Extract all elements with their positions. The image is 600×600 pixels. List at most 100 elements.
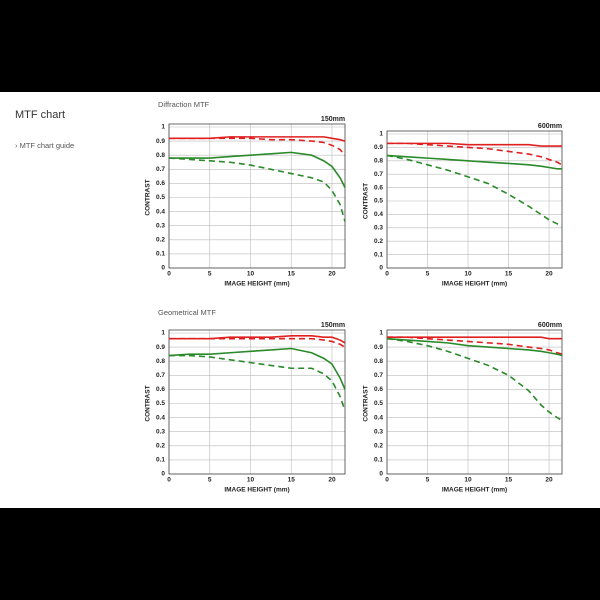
y-tick-label: 0.1 xyxy=(374,457,383,464)
mtf-line xyxy=(169,151,346,188)
y-tick-label: 0.2 xyxy=(156,443,165,450)
x-tick-label: 0 xyxy=(167,271,171,278)
chart-title: 600mm xyxy=(538,123,562,130)
y-tick-label: 0.1 xyxy=(374,251,383,258)
section-label: Geometrical MTF xyxy=(158,308,216,317)
mtf-line xyxy=(386,337,563,422)
y-tick-label: 0.4 xyxy=(156,208,165,215)
y-tick-label: 0.4 xyxy=(156,414,165,421)
y-tick-label: 0.2 xyxy=(374,443,383,450)
x-tick-label: 10 xyxy=(464,477,472,484)
y-tick-label: 0.6 xyxy=(374,184,383,191)
y-tick-label: 1 xyxy=(161,330,165,337)
mtf-line xyxy=(168,157,346,222)
y-tick-label: 0 xyxy=(379,265,383,272)
y-tick-label: 0 xyxy=(379,471,383,478)
plot-frame xyxy=(386,130,563,269)
y-tick-label: 0.8 xyxy=(374,158,383,165)
content xyxy=(0,92,600,508)
mtf-line xyxy=(169,335,346,344)
y-tick-label: 0.7 xyxy=(374,372,383,379)
x-tick-label: 15 xyxy=(505,477,513,484)
mtf-line xyxy=(387,142,562,147)
y-tick-label: 0.8 xyxy=(374,358,383,365)
y-axis-label: CONTRAST xyxy=(145,179,152,215)
x-tick-label: 0 xyxy=(385,477,389,484)
y-tick-label: 0.3 xyxy=(374,225,383,232)
y-tick-label: 0.7 xyxy=(156,166,165,173)
y-tick-label: 0.1 xyxy=(156,251,165,258)
x-tick-label: 15 xyxy=(288,271,296,278)
y-tick-label: 0.8 xyxy=(156,152,165,159)
mtf-line xyxy=(387,336,562,340)
plot-frame xyxy=(386,329,563,475)
y-axis-label: CONTRAST xyxy=(145,385,152,421)
y-tick-label: 1 xyxy=(161,124,165,131)
mtf-line xyxy=(386,337,563,357)
x-tick-label: 15 xyxy=(505,271,513,278)
x-axis-label: IMAGE HEIGHT (mm) xyxy=(224,281,289,288)
y-tick-label: 0.6 xyxy=(156,386,165,393)
y-tick-label: 0.2 xyxy=(156,237,165,244)
y-tick-label: 0.9 xyxy=(374,144,383,151)
y-tick-label: 0.7 xyxy=(156,372,165,379)
mtf-line xyxy=(387,336,563,355)
x-tick-label: 10 xyxy=(247,477,255,484)
plot-frame xyxy=(168,329,346,475)
y-tick-label: 1 xyxy=(379,330,383,337)
y-tick-label: 0.9 xyxy=(156,138,165,145)
mtf-line xyxy=(169,137,346,156)
x-tick-label: 0 xyxy=(167,477,171,484)
y-tick-label: 0.3 xyxy=(156,222,165,229)
x-tick-label: 20 xyxy=(328,271,336,278)
y-tick-label: 0.9 xyxy=(156,344,165,351)
mtf-line xyxy=(386,154,562,170)
x-tick-label: 5 xyxy=(426,477,430,484)
x-tick-label: 10 xyxy=(464,271,472,278)
y-tick-label: 0.1 xyxy=(156,457,165,464)
x-axis-label: IMAGE HEIGHT (mm) xyxy=(224,487,289,494)
x-tick-label: 20 xyxy=(545,477,553,484)
chart-title: 600mm xyxy=(538,322,562,329)
x-axis-label: IMAGE HEIGHT (mm) xyxy=(442,487,507,494)
y-tick-label: 0.5 xyxy=(156,194,165,201)
y-axis-label: CONTRAST xyxy=(363,183,370,219)
y-tick-label: 0.6 xyxy=(156,180,165,187)
x-axis-label: IMAGE HEIGHT (mm) xyxy=(442,281,507,288)
x-tick-label: 5 xyxy=(208,271,212,278)
y-tick-label: 0.4 xyxy=(374,211,383,218)
y-tick-label: 0.9 xyxy=(374,344,383,351)
x-tick-label: 20 xyxy=(328,477,336,484)
y-tick-label: 0.8 xyxy=(156,358,165,365)
x-tick-label: 5 xyxy=(426,271,430,278)
y-tick-label: 0.7 xyxy=(374,171,383,178)
y-tick-label: 0 xyxy=(161,265,165,272)
section-label: Diffraction MTF xyxy=(158,100,210,109)
y-tick-label: 0.3 xyxy=(156,428,165,435)
page-title: MTF chart xyxy=(15,109,65,121)
chart-title: 150mm xyxy=(321,322,345,329)
x-tick-label: 10 xyxy=(247,271,255,278)
x-tick-label: 20 xyxy=(545,271,553,278)
mtf-line xyxy=(168,347,346,390)
y-tick-label: 0.5 xyxy=(156,400,165,407)
x-tick-label: 0 xyxy=(385,271,389,278)
chart-title: 150mm xyxy=(321,116,345,123)
y-tick-label: 0.5 xyxy=(374,400,383,407)
mtf-line xyxy=(387,142,563,166)
guide-link[interactable]: › MTF chart guide xyxy=(15,141,74,150)
mtf-line xyxy=(169,354,346,411)
y-axis-label: CONTRAST xyxy=(363,385,370,421)
y-tick-label: 0 xyxy=(161,471,165,478)
x-tick-label: 5 xyxy=(208,477,212,484)
y-tick-label: 1 xyxy=(379,131,383,138)
x-tick-label: 15 xyxy=(288,477,296,484)
y-tick-label: 0.4 xyxy=(374,414,383,421)
y-tick-label: 0.5 xyxy=(374,198,383,205)
y-tick-label: 0.2 xyxy=(374,238,383,245)
mtf-line xyxy=(169,337,346,348)
mtf-line xyxy=(169,136,346,142)
plot-frame xyxy=(168,123,346,269)
